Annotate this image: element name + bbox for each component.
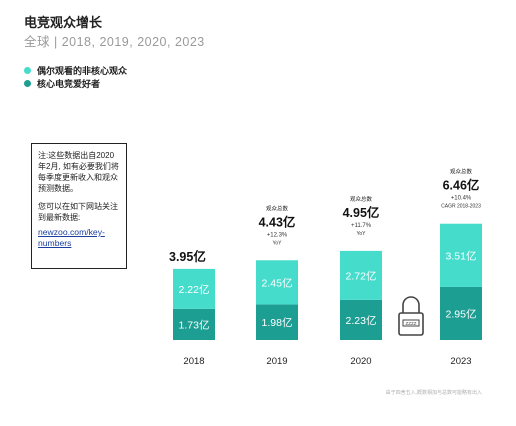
padlock-icon: ZZZZ: [398, 296, 424, 336]
x-tick-2019: 2019: [266, 356, 287, 367]
legend-label-core: 核心电竞爱好者: [37, 79, 101, 89]
x-tick-2020: 2020: [350, 356, 371, 367]
total-value-2020: 4.95亿: [343, 205, 380, 220]
note-text-2: 您可以在如下网站关注到最新数据:: [38, 202, 118, 222]
x-tick-2018: 2018: [183, 356, 204, 367]
note-text-1: 注:这些数据出自2020年2月, 如有必要我们将每季度更新收入和观众预测数据。: [38, 151, 119, 193]
footnote: 由于四舍五入,概数相加与总数可能略有出入: [385, 390, 482, 396]
bar-core-2023: [440, 286, 482, 340]
chart-title: 电竞观众增长: [24, 15, 103, 30]
total-header-2023: 观众总数: [450, 168, 473, 176]
value-label-core-2019: 1.98亿: [262, 316, 293, 329]
newzoo-link[interactable]: newzoo.com/key-numbers: [38, 227, 105, 248]
svg-text:ZZZZ: ZZZZ: [406, 321, 417, 326]
legend: 偶尔观看的非核心观众 核心电竞爱好者: [24, 64, 127, 90]
bar-casual-2020: [340, 250, 382, 300]
note-box: 注:这些数据出自2020年2月, 如有必要我们将每季度更新收入和观众预测数据。 …: [31, 143, 127, 269]
total-growth-2019: +12.3%: [267, 232, 288, 238]
value-label-casual-2019: 2.45亿: [262, 276, 293, 289]
value-label-casual-2020: 2.72亿: [346, 269, 377, 282]
bar-core-2020: [340, 299, 382, 340]
legend-item-casual: 偶尔观看的非核心观众: [24, 64, 127, 77]
value-label-core-2018: 1.73亿: [179, 318, 210, 331]
value-label-casual-2023: 3.51亿: [446, 249, 477, 262]
legend-swatch-casual: [24, 67, 31, 74]
bar-casual-2019: [256, 260, 298, 305]
total-header-2019: 观众总数: [266, 204, 289, 212]
legend-label-casual: 偶尔观看的非核心观众: [37, 66, 128, 76]
total-value-2019: 4.43亿: [259, 214, 296, 229]
total-value-2023: 6.46亿: [443, 178, 480, 193]
total-value-2018: 3.95亿: [169, 249, 206, 264]
total-unit-2019: YoY: [273, 240, 283, 246]
value-label-core-2020: 2.23亿: [346, 314, 377, 327]
total-growth-2020: +11.7%: [351, 223, 372, 229]
legend-swatch-core: [24, 80, 31, 87]
bar-core-2019: [256, 304, 298, 340]
value-label-core-2023: 2.95亿: [446, 307, 477, 320]
total-growth-2023: +10.4%: [451, 196, 472, 202]
bar-casual-2023: [440, 223, 482, 287]
bar-core-2018: [173, 308, 215, 340]
x-tick-2023: 2023: [450, 356, 471, 367]
legend-item-core: 核心电竞爱好者: [24, 77, 127, 90]
value-label-casual-2018: 2.22亿: [179, 283, 210, 296]
chart-subtitle: 全球 | 2018, 2019, 2020, 2023: [24, 35, 205, 49]
total-unit-2023: CAGR 2018-2023: [441, 204, 481, 210]
total-header-2020: 观众总数: [350, 195, 373, 203]
bar-casual-2018: [173, 268, 215, 309]
total-unit-2020: YoY: [357, 231, 367, 237]
